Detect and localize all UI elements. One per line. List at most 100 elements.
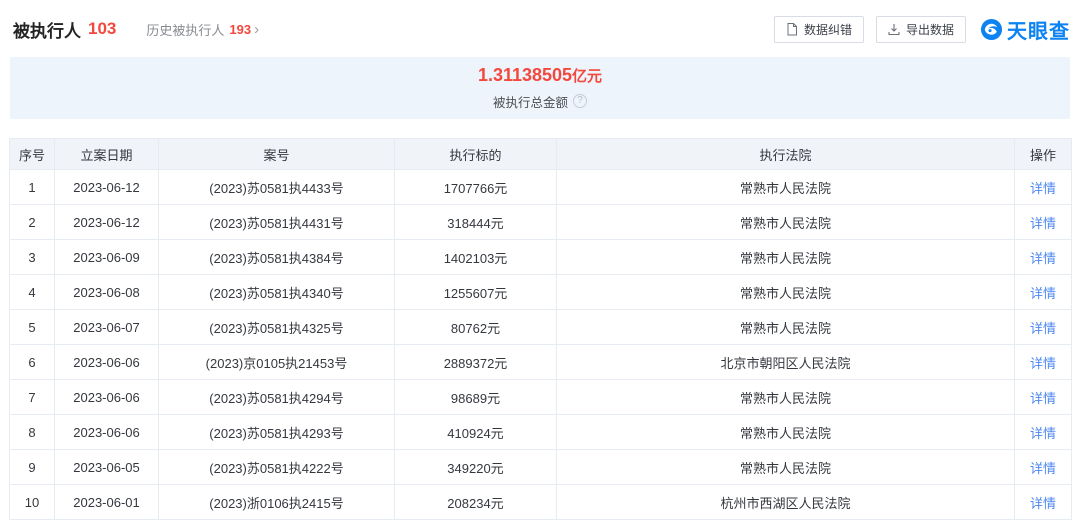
detail-link[interactable]: 详情 [1029, 320, 1056, 336]
table-header-row: 序号 立案日期 案号 执行标的 执行法院 操作 [9, 138, 1072, 170]
total-amount-unit: 亿元 [572, 68, 603, 86]
cell-action: 详情 [1014, 239, 1072, 275]
download-icon [888, 23, 900, 36]
cell-date: 2023-06-06 [54, 414, 159, 450]
cell-seq: 10 [9, 484, 55, 520]
detail-link[interactable]: 详情 [1029, 495, 1056, 511]
table-row: 2 2023-06-12 (2023)苏0581执4431号 318444元 常熟市人民… [9, 204, 1072, 240]
history-label: 历史被执行人 [146, 22, 225, 38]
table-header: 序号 立案日期 案号 执行标的 执行法院 操作 [9, 138, 1072, 170]
detail-link[interactable]: 详情 [1029, 285, 1056, 301]
cell-amount: 80762元 [394, 309, 557, 345]
cell-seq: 1 [9, 169, 55, 205]
cell-action: 详情 [1014, 169, 1072, 205]
cell-date: 2023-06-06 [54, 344, 159, 380]
cell-case-no: (2023)苏0581执4325号 [158, 309, 395, 345]
detail-link[interactable]: 详情 [1029, 355, 1056, 371]
header-bar: 被执行人 103 历史被执行人 193 › 数据纠错 [13, 14, 1070, 44]
export-data-button[interactable]: 导出数据 [875, 15, 966, 43]
cell-action: 详情 [1014, 414, 1072, 450]
cell-action: 详情 [1014, 309, 1072, 345]
cell-action: 详情 [1014, 274, 1072, 310]
cell-date: 2023-06-12 [54, 169, 159, 205]
cell-case-no: (2023)苏0581执4384号 [158, 239, 395, 275]
detail-link[interactable]: 详情 [1029, 460, 1056, 476]
table-row: 10 2023-06-01 (2023)浙0106执2415号 208234元 杭州市西… [9, 484, 1072, 520]
cell-action: 详情 [1014, 379, 1072, 415]
table-row: 5 2023-06-07 (2023)苏0581执4325号 80762元 常熟市人民法… [9, 309, 1072, 345]
cell-date: 2023-06-01 [54, 484, 159, 520]
cell-amount: 318444元 [394, 204, 557, 240]
cell-seq: 8 [9, 414, 55, 450]
table-body: 1 2023-06-12 (2023)苏0581执4433号 1707766元 常熟市人… [9, 169, 1072, 520]
cell-date: 2023-06-07 [54, 309, 159, 345]
col-header-action: 操作 [1014, 138, 1072, 170]
tianyancha-eye-icon [980, 18, 1003, 41]
cell-date: 2023-06-08 [54, 274, 159, 310]
cell-action: 详情 [1014, 449, 1072, 485]
header-toolbar: 数据纠错 导出数据 天眼查 [762, 15, 1070, 44]
total-amount-value: 1.31138505 [477, 65, 573, 86]
table-row: 6 2023-06-06 (2023)京0105执21453号 2889372元 北京市… [9, 344, 1072, 380]
table-row: 9 2023-06-05 (2023)苏0581执4222号 349220元 常熟市人民… [9, 449, 1072, 485]
cell-case-no: (2023)京0105执21453号 [158, 344, 395, 380]
cell-court: 常熟市人民法院 [556, 274, 1015, 310]
cell-amount: 1255607元 [394, 274, 557, 310]
table-row: 3 2023-06-09 (2023)苏0581执4384号 1402103元 常熟市人… [9, 239, 1072, 275]
cell-amount: 98689元 [394, 379, 557, 415]
cell-seq: 6 [9, 344, 55, 380]
cell-amount: 1707766元 [394, 169, 557, 205]
col-header-case: 案号 [158, 138, 395, 170]
data-correction-label: 数据纠错 [803, 22, 852, 37]
cell-court: 北京市朝阳区人民法院 [556, 344, 1015, 380]
cell-case-no: (2023)苏0581执4222号 [158, 449, 395, 485]
history-executed-link[interactable]: 历史被执行人 193 › [146, 20, 259, 39]
cell-amount: 349220元 [394, 449, 557, 485]
cell-seq: 4 [9, 274, 55, 310]
total-amount-label-row: 被执行总金额 ? [493, 92, 587, 111]
tianyancha-logo-text: 天眼查 [1007, 20, 1070, 43]
table-row: 8 2023-06-06 (2023)苏0581执4293号 410924元 常熟市人民… [9, 414, 1072, 450]
total-amount-label: 被执行总金额 [492, 95, 568, 110]
table-row: 7 2023-06-06 (2023)苏0581执4294号 98689元 常熟市人民法… [9, 379, 1072, 415]
executed-persons-table: 序号 立案日期 案号 执行标的 执行法院 操作 1 2023-06-12 (2023… [9, 138, 1072, 520]
history-count-badge: 193 [229, 21, 252, 37]
page-title: 被执行人 [13, 21, 81, 41]
cell-case-no: (2023)苏0581执4431号 [158, 204, 395, 240]
cell-court: 常熟市人民法院 [556, 449, 1015, 485]
detail-link[interactable]: 详情 [1029, 215, 1056, 231]
table-row: 1 2023-06-12 (2023)苏0581执4433号 1707766元 常熟市人… [9, 169, 1072, 205]
help-question-icon[interactable]: ? [573, 94, 587, 109]
cell-amount: 410924元 [394, 414, 557, 450]
col-header-seq: 序号 [9, 138, 55, 170]
data-correction-button[interactable]: 数据纠错 [773, 15, 864, 43]
cell-amount: 1402103元 [394, 239, 557, 275]
cell-amount: 208234元 [394, 484, 557, 520]
detail-link[interactable]: 详情 [1029, 425, 1056, 441]
cell-date: 2023-06-09 [54, 239, 159, 275]
table-row: 4 2023-06-08 (2023)苏0581执4340号 1255607元 常熟市人… [9, 274, 1072, 310]
cell-court: 杭州市西湖区人民法院 [556, 484, 1015, 520]
cell-case-no: (2023)苏0581执4294号 [158, 379, 395, 415]
cell-date: 2023-06-12 [54, 204, 159, 240]
cell-court: 常熟市人民法院 [556, 414, 1015, 450]
cell-seq: 7 [9, 379, 55, 415]
detail-link[interactable]: 详情 [1029, 180, 1056, 196]
cell-court: 常熟市人民法院 [556, 309, 1015, 345]
detail-link[interactable]: 详情 [1029, 390, 1056, 406]
tianyancha-logo: 天眼查 [980, 15, 1070, 44]
executed-count-badge: 103 [88, 19, 117, 38]
cell-seq: 3 [9, 239, 55, 275]
col-header-court: 执行法院 [556, 138, 1015, 170]
cell-court: 常熟市人民法院 [556, 204, 1015, 240]
cell-case-no: (2023)苏0581执4433号 [158, 169, 395, 205]
cell-court: 常熟市人民法院 [556, 379, 1015, 415]
cell-case-no: (2023)苏0581执4293号 [158, 414, 395, 450]
total-executed-amount: 1.31138505亿元 [478, 65, 602, 87]
document-edit-icon [786, 22, 798, 36]
col-header-amount: 执行标的 [394, 138, 557, 170]
col-header-date: 立案日期 [54, 138, 159, 170]
header-title-group: 被执行人 103 历史被执行人 193 › [13, 17, 259, 42]
detail-link[interactable]: 详情 [1029, 250, 1056, 266]
cell-court: 常熟市人民法院 [556, 239, 1015, 275]
